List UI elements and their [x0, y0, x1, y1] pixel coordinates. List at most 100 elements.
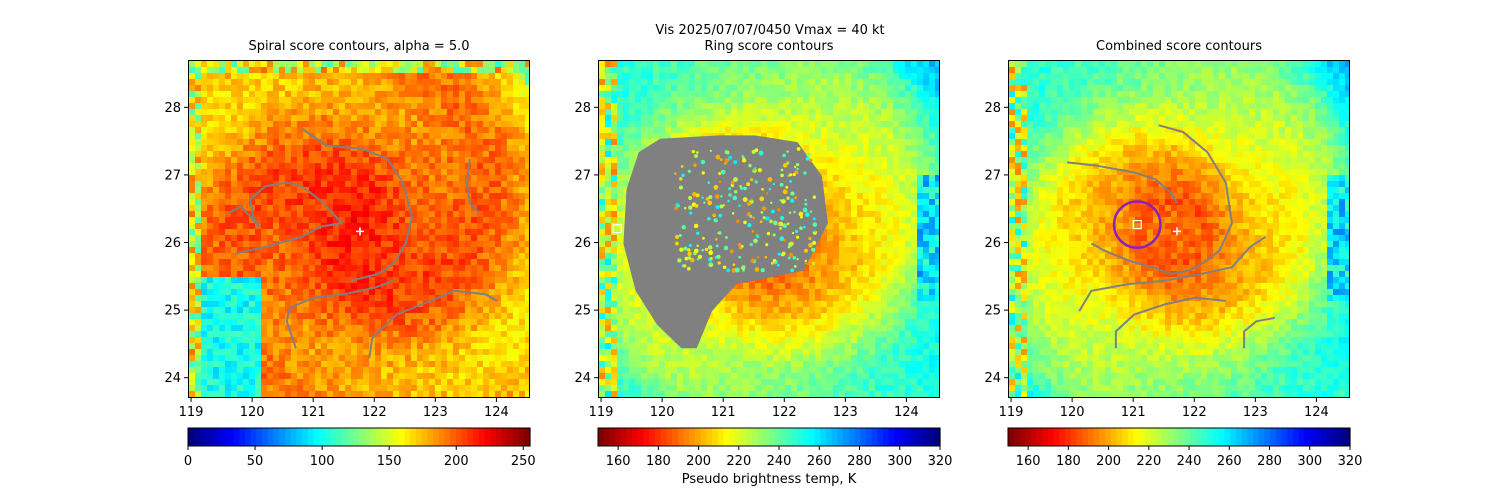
heatmap-cell: [219, 235, 225, 241]
heatmap-cell: [623, 151, 629, 157]
heatmap-cell: [297, 163, 303, 169]
heatmap-cell: [213, 397, 219, 398]
heatmap-cell: [851, 163, 857, 169]
heatmap-cell: [327, 325, 333, 331]
heatmap-cell: [599, 133, 605, 139]
heatmap-cell: [219, 241, 225, 247]
heatmap-cell: [291, 397, 297, 398]
heatmap-cell: [351, 217, 357, 223]
heatmap-cell: [839, 139, 845, 145]
heatmap-cell: [435, 319, 441, 325]
heatmap-cell: [375, 163, 381, 169]
heatmap-cell: [441, 73, 447, 79]
heatmap-cell: [279, 193, 285, 199]
heatmap-cell: [315, 355, 321, 361]
heatmap-cell: [459, 355, 465, 361]
heatmap-cell: [201, 175, 207, 181]
heatmap-cell: [465, 205, 471, 211]
heatmap-cell: [357, 241, 363, 247]
heatmap-cell: [189, 157, 195, 163]
heatmap-cell: [417, 373, 423, 379]
heatmap-cell: [285, 121, 291, 127]
heatmap-cell: [839, 157, 845, 163]
heatmap-cell: [815, 79, 821, 85]
heatmap-cell: [465, 127, 471, 133]
heatmap-cell: [189, 169, 195, 175]
heatmap-cell: [339, 355, 345, 361]
heatmap-cell: [297, 373, 303, 379]
heatmap-cell: [273, 85, 279, 91]
heatmap-cell: [833, 67, 839, 73]
heatmap-cell: [189, 295, 195, 301]
heatmap-cell: [845, 91, 851, 97]
heatmap-cell: [513, 301, 519, 307]
heatmap-cell: [249, 139, 255, 145]
heatmap-cell: [261, 145, 267, 151]
heatmap-cell: [719, 73, 725, 79]
heatmap-cell: [465, 295, 471, 301]
heatmap-cell: [255, 349, 261, 355]
heatmap-cell: [297, 247, 303, 253]
heatmap-cell: [279, 61, 285, 67]
heatmap-cell: [441, 91, 447, 97]
heatmap-cell: [459, 109, 465, 115]
heatmap-cell: [339, 229, 345, 235]
heatmap-cell: [333, 211, 339, 217]
heatmap-cell: [219, 277, 225, 283]
heatmap-cell: [243, 277, 249, 283]
heatmap-cell: [839, 109, 845, 115]
heatmap-cell: [905, 187, 911, 193]
heatmap-cell: [459, 181, 465, 187]
heatmap-cell: [459, 259, 465, 265]
heatmap-cell: [447, 181, 453, 187]
heatmap-cell: [887, 169, 893, 175]
heatmap-cell: [225, 61, 231, 67]
heatmap-cell: [357, 337, 363, 343]
heatmap-cell: [465, 337, 471, 343]
heatmap-cell: [489, 235, 495, 241]
heatmap-cell: [261, 217, 267, 223]
heatmap-cell: [333, 391, 339, 397]
heatmap-cell: [273, 247, 279, 253]
heatmap-cell: [477, 127, 483, 133]
heatmap-cell: [243, 175, 249, 181]
heatmap-cell: [489, 199, 495, 205]
heatmap-cell: [471, 265, 477, 271]
heatmap-cell: [629, 103, 635, 109]
heatmap-cell: [387, 367, 393, 373]
heatmap-cell: [189, 337, 195, 343]
heatmap-cell: [447, 385, 453, 391]
heatmap-cell: [513, 295, 519, 301]
heatmap-cell: [261, 379, 267, 385]
heatmap-cell: [201, 325, 207, 331]
heatmap-cell: [887, 187, 893, 193]
heatmap-cell: [243, 217, 249, 223]
heatmap-cell: [935, 175, 939, 181]
heatmap-cell: [611, 217, 617, 223]
heatmap-cell: [267, 199, 273, 205]
spiral-score-plot: [188, 60, 530, 398]
heatmap-cell: [695, 61, 701, 67]
heatmap-cell: [881, 73, 887, 79]
heatmap-cell: [303, 193, 309, 199]
heatmap-cell: [489, 397, 495, 398]
heatmap-cell: [327, 343, 333, 349]
heatmap-cell: [285, 319, 291, 325]
heatmap-cell: [471, 139, 477, 145]
heatmap-cell: [237, 259, 243, 265]
heatmap-cell: [689, 127, 695, 133]
heatmap-cell: [189, 259, 195, 265]
heatmap-cell: [219, 223, 225, 229]
heatmap-cell: [441, 157, 447, 163]
heatmap-cell: [519, 181, 525, 187]
heatmap-cell: [417, 301, 423, 307]
heatmap-cell: [453, 235, 459, 241]
heatmap-cell: [459, 319, 465, 325]
heatmap-cell: [767, 91, 773, 97]
heatmap-cell: [303, 355, 309, 361]
heatmap-cell: [917, 127, 923, 133]
heatmap-cell: [471, 199, 477, 205]
heatmap-cell: [507, 271, 513, 277]
heatmap-cell: [893, 133, 899, 139]
heatmap-cell: [441, 319, 447, 325]
